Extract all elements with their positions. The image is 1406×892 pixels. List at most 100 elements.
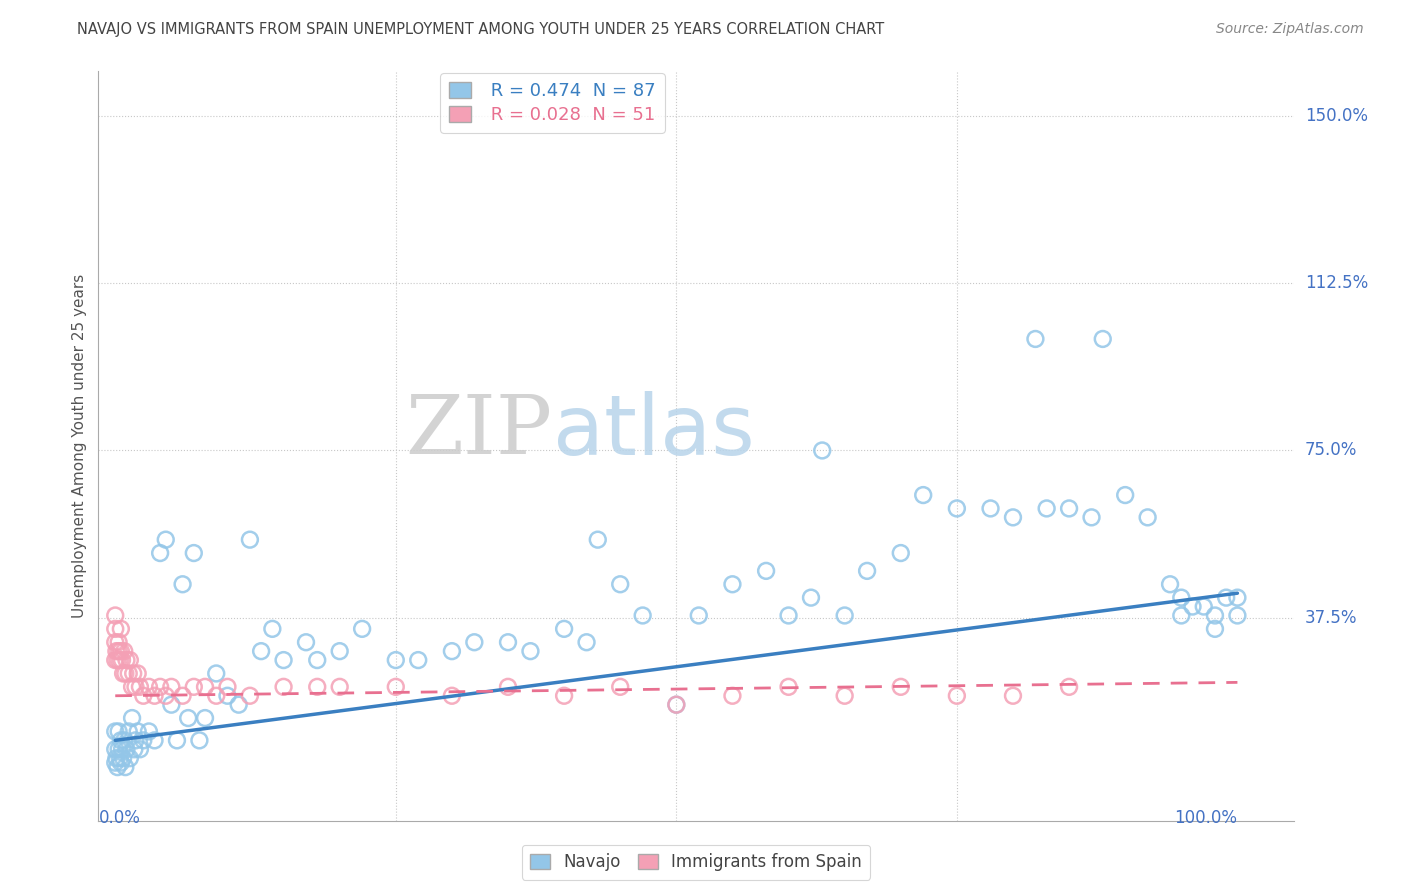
Point [107, 760, 129, 774]
Point [440, 689, 463, 703]
Point [149, 680, 172, 694]
Point [172, 689, 194, 703]
Point [129, 742, 152, 756]
Point [262, 622, 284, 636]
Point [228, 698, 250, 712]
Point [111, 742, 134, 756]
Point [160, 680, 183, 694]
Point [160, 698, 183, 712]
Text: 100.0%: 100.0% [1174, 810, 1237, 828]
Point [307, 680, 329, 694]
Point [721, 689, 744, 703]
Text: 112.5%: 112.5% [1305, 274, 1368, 293]
Point [118, 724, 141, 739]
Point [440, 644, 463, 658]
Point [104, 608, 127, 623]
Point [1170, 608, 1192, 623]
Text: 0.0%: 0.0% [98, 810, 141, 828]
Point [205, 666, 228, 681]
Point [250, 644, 273, 658]
Point [104, 653, 127, 667]
Point [114, 666, 136, 681]
Point [329, 644, 352, 658]
Point [129, 680, 152, 694]
Y-axis label: Unemployment Among Youth under 25 years: Unemployment Among Youth under 25 years [72, 274, 87, 618]
Point [1001, 510, 1024, 524]
Point [496, 635, 519, 649]
Point [108, 751, 131, 765]
Point [665, 698, 688, 712]
Point [890, 680, 912, 694]
Point [205, 689, 228, 703]
Point [856, 564, 879, 578]
Point [665, 698, 688, 712]
Point [329, 680, 352, 694]
Point [1192, 599, 1215, 614]
Point [115, 742, 138, 756]
Point [166, 733, 188, 747]
Point [104, 724, 127, 739]
Legend: Navajo, Immigrants from Spain: Navajo, Immigrants from Spain [522, 845, 870, 880]
Point [194, 680, 217, 694]
Point [239, 689, 262, 703]
Point [127, 724, 149, 739]
Point [609, 680, 631, 694]
Point [631, 608, 654, 623]
Point [273, 680, 295, 694]
Point [121, 680, 143, 694]
Point [575, 635, 598, 649]
Point [118, 666, 141, 681]
Point [1215, 591, 1237, 605]
Point [118, 653, 141, 667]
Point [124, 742, 146, 756]
Point [108, 653, 131, 667]
Point [834, 608, 856, 623]
Point [107, 635, 129, 649]
Point [811, 443, 834, 458]
Text: Source: ZipAtlas.com: Source: ZipAtlas.com [1216, 22, 1364, 37]
Point [112, 733, 135, 747]
Point [105, 644, 128, 658]
Point [132, 733, 155, 747]
Point [496, 680, 519, 694]
Point [946, 501, 969, 516]
Point [586, 533, 609, 547]
Point [946, 689, 969, 703]
Point [155, 533, 177, 547]
Point [183, 546, 205, 560]
Point [143, 689, 166, 703]
Point [112, 751, 135, 765]
Point [239, 533, 262, 547]
Point [132, 689, 155, 703]
Point [107, 742, 129, 756]
Point [1114, 488, 1136, 502]
Point [1001, 689, 1024, 703]
Text: 37.5%: 37.5% [1305, 608, 1357, 627]
Point [1024, 332, 1046, 346]
Text: ZIP: ZIP [405, 391, 553, 471]
Point [778, 680, 800, 694]
Point [721, 577, 744, 591]
Point [1136, 510, 1159, 524]
Point [385, 680, 408, 694]
Point [1181, 599, 1204, 614]
Point [104, 635, 127, 649]
Point [834, 689, 856, 703]
Point [183, 680, 205, 694]
Point [138, 680, 160, 694]
Text: 75.0%: 75.0% [1305, 442, 1357, 459]
Text: 150.0%: 150.0% [1305, 107, 1368, 125]
Point [1057, 501, 1080, 516]
Point [1057, 680, 1080, 694]
Point [107, 724, 129, 739]
Point [121, 711, 143, 725]
Point [800, 591, 823, 605]
Point [124, 680, 146, 694]
Point [1226, 591, 1249, 605]
Point [110, 644, 132, 658]
Point [273, 653, 295, 667]
Point [352, 622, 374, 636]
Point [111, 653, 134, 667]
Point [307, 653, 329, 667]
Point [122, 666, 145, 681]
